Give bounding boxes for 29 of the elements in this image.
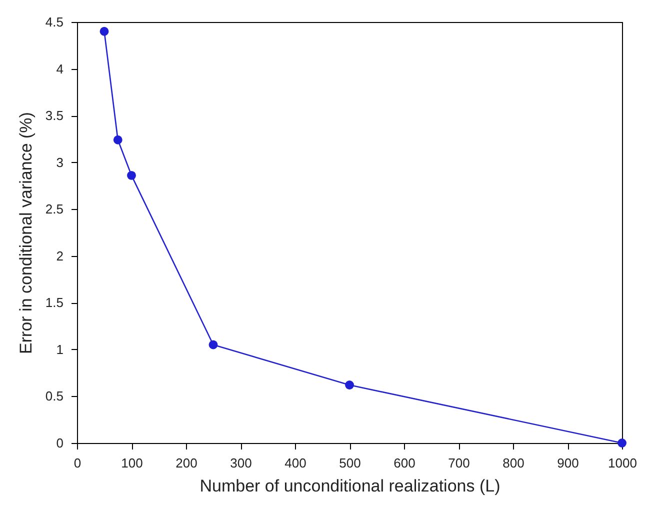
x-tick-label: 1000 bbox=[608, 456, 637, 470]
y-tick-label: 3.5 bbox=[45, 108, 64, 124]
y-tick-label: 4 bbox=[56, 61, 64, 76]
x-tick-label: 600 bbox=[394, 456, 416, 470]
x-tick-label: 0 bbox=[74, 456, 82, 470]
point bbox=[127, 170, 136, 180]
point bbox=[100, 26, 109, 36]
point bbox=[208, 340, 218, 350]
y-tick-label: 1.5 bbox=[45, 295, 64, 310]
y-axis-title: Error in conditional variance (%) bbox=[16, 112, 36, 354]
x-tick-label: 800 bbox=[502, 456, 524, 470]
x-tick-label: 700 bbox=[448, 456, 470, 470]
x-tick-label: 400 bbox=[284, 456, 306, 470]
y-tick-label: 3 bbox=[56, 154, 64, 170]
x-tick-label: 500 bbox=[339, 456, 361, 470]
x-tick-label: 200 bbox=[176, 456, 198, 470]
x-tick-label: 100 bbox=[121, 456, 143, 470]
point bbox=[113, 135, 122, 144]
y-tick-label: 0 bbox=[56, 436, 64, 450]
y-tick-label: 1 bbox=[56, 342, 64, 357]
y-tick-label: 2.5 bbox=[45, 202, 64, 217]
y-tick-label: 0.5 bbox=[45, 388, 64, 404]
y-tick-label: 2 bbox=[56, 248, 64, 264]
x-tick-label: 900 bbox=[557, 456, 579, 470]
y-tick-label: 4.5 bbox=[45, 14, 64, 30]
point bbox=[618, 438, 626, 448]
x-tick-label: 300 bbox=[230, 456, 252, 470]
point bbox=[345, 380, 354, 390]
x-axis-title: Number of unconditional realizations (L) bbox=[200, 476, 500, 496]
